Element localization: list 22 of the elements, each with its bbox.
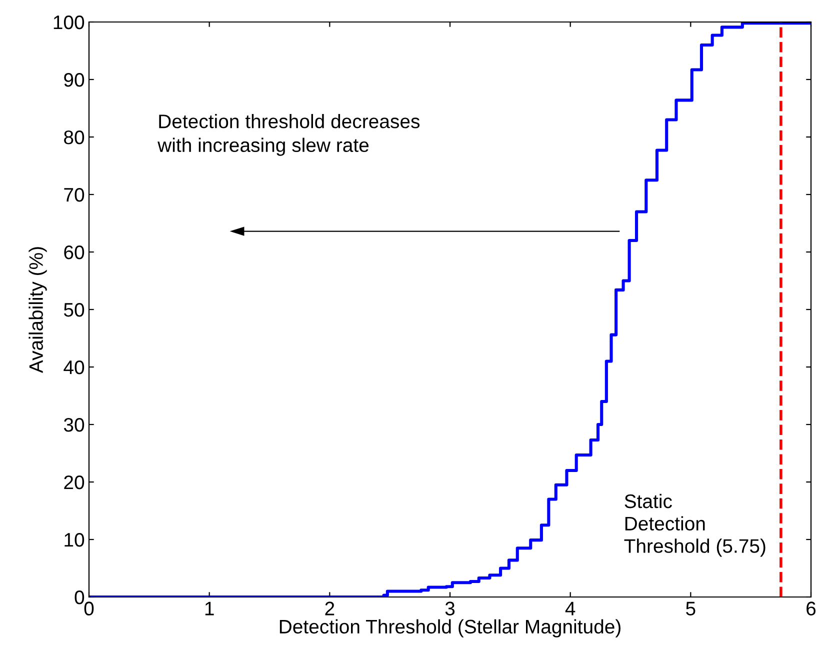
x-tick-label: 3 (445, 602, 455, 616)
x-tick-label: 5 (686, 602, 696, 616)
y-tick-label: 80 (64, 130, 84, 144)
y-tick-label: 50 (64, 302, 84, 317)
annotation: Detection threshold decreases with increasing slew rate (158, 114, 420, 156)
x-tick-label: 6 (806, 602, 816, 616)
y-tick-label: 10 (64, 532, 84, 547)
x-tick-label: 1 (205, 602, 214, 616)
y-tick-label: 40 (64, 360, 84, 374)
y-tick-label: 90 (64, 72, 84, 87)
y-tick-label: 60 (64, 245, 84, 260)
y-tick-label: 20 (64, 475, 84, 490)
x-tick-label: 4 (565, 602, 576, 616)
x-axis-title: Detection Threshold (Stellar Magnitude) (280, 619, 620, 638)
y-axis-title: Availability (%) (28, 247, 47, 374)
x-tick-label: 0 (84, 602, 94, 616)
y-tick-label: 100 (54, 15, 84, 30)
x-tick-label: 2 (325, 602, 334, 616)
y-tick-label: 30 (64, 418, 84, 432)
ref-line-label: Static Detection Threshold (5.75) (624, 494, 766, 557)
y-tick-label: 0 (74, 590, 84, 604)
y-tick-label: 70 (64, 188, 84, 202)
